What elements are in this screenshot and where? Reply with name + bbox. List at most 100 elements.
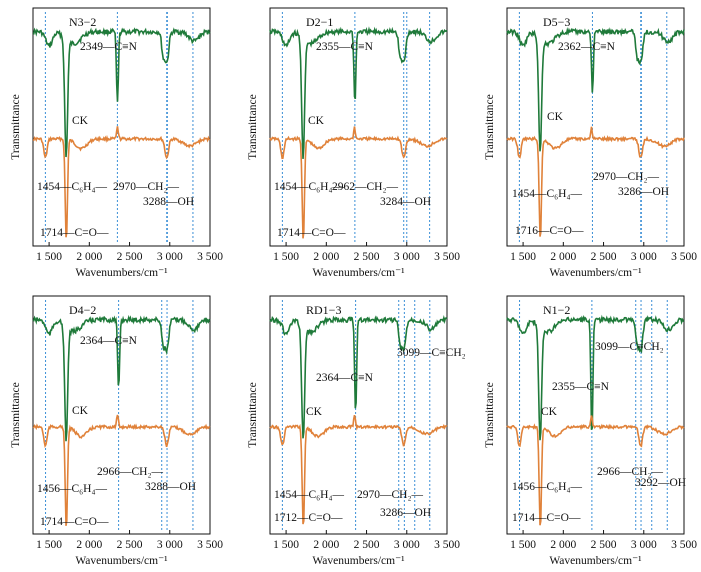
x-tick-label: 1 500 — [36, 251, 62, 263]
x-axis-label: Wavenumbers/cm⁻¹ — [75, 267, 168, 279]
x-tick-label: 3 500 — [434, 539, 460, 551]
plot-frame — [506, 295, 685, 535]
x-tick-label: 3 500 — [671, 539, 697, 551]
peak-label: CK — [547, 111, 564, 123]
peak-label: CK — [72, 115, 89, 127]
peak-label: 1712—C=O— — [274, 512, 343, 524]
x-tick-label: 2 000 — [313, 251, 339, 263]
peak-label: 1456—C₆H₄— — [37, 483, 107, 495]
peak-label: CK — [541, 406, 558, 418]
peak-label: 3099—C≡CH₂ — [397, 347, 466, 359]
x-tick-label: 3 000 — [394, 539, 420, 551]
x-axis-label: Wavenumbers/cm⁻¹ — [312, 555, 405, 567]
x-axis-label: Wavenumbers/cm⁻¹ — [75, 555, 168, 567]
x-tick-label: 3 500 — [197, 251, 223, 263]
peak-label: 1714—C=O— — [277, 227, 346, 239]
series-line-ck — [269, 415, 448, 525]
peak-label: 3286—OH — [618, 186, 669, 198]
x-tick-label: 2 000 — [550, 251, 576, 263]
peak-label: 2970—CH₂— — [593, 171, 659, 183]
peak-label: 2362—C≡N — [558, 41, 616, 53]
x-tick-label: 2 000 — [313, 539, 339, 551]
x-tick-label: 2 500 — [591, 539, 617, 551]
panel-title: RD1−3 — [306, 303, 341, 317]
peak-label: 3292—OH — [635, 477, 686, 489]
y-axis-label: Transmittance — [10, 382, 22, 447]
chart-panel: 1 500 2 000 2 500 3 000 3 500 Wavenumbers/cm⁻… — [247, 7, 460, 279]
x-tick-label: 3 000 — [157, 539, 183, 551]
x-tick-label: 1 500 — [273, 251, 299, 263]
series-line-ck — [269, 126, 448, 239]
x-tick-label: 2 500 — [354, 251, 380, 263]
x-tick-label: 3 500 — [434, 251, 460, 263]
x-tick-label: 3 000 — [631, 539, 657, 551]
series-line-sample — [269, 26, 448, 159]
plot-frame — [506, 7, 685, 247]
x-tick-label: 2 000 — [76, 251, 102, 263]
peak-label: 1454—C₆H₄— — [274, 489, 344, 501]
peak-label: 1454—C₆H₄— — [274, 181, 344, 193]
peak-label: 2962—CH₂— — [332, 181, 398, 193]
series-line-sample — [506, 27, 685, 152]
x-axis-label: Wavenumbers/cm⁻¹ — [312, 267, 405, 279]
y-axis-label: Transmittance — [247, 382, 259, 447]
peak-label: 2355—C≡N — [552, 381, 610, 393]
peak-label: CK — [306, 406, 323, 418]
peak-label: 3286—OH — [380, 507, 431, 519]
chart-panel: 1 500 2 000 2 500 3 000 3 500 Wavenumbers/cm⁻… — [10, 295, 223, 567]
y-axis-label: Transmittance — [484, 382, 496, 447]
x-tick-label: 3 000 — [631, 251, 657, 263]
chart-panel: 1 500 2 000 2 500 3 000 3 500 Wavenumbers/cm⁻… — [10, 7, 223, 279]
x-tick-label: 3 500 — [671, 251, 697, 263]
peak-label: 1714—C=O— — [40, 516, 109, 528]
x-tick-label: 2 500 — [591, 251, 617, 263]
y-axis-label: Transmittance — [484, 94, 496, 159]
peak-label: 3099—C≡CH₂ — [595, 341, 664, 353]
peak-label: 1716—C=O— — [515, 225, 584, 237]
series-line-ck — [32, 126, 211, 238]
peak-label: 2970—CH₂— — [357, 489, 423, 501]
series-line-ck — [506, 126, 685, 237]
peak-label: 3284—OH — [380, 196, 431, 208]
chart-panel: 1 500 2 000 2 500 3 000 3 500 Wavenumbers/cm⁻… — [484, 7, 697, 279]
panel-title: D4−2 — [69, 303, 96, 317]
panel-title: N1−2 — [543, 303, 570, 317]
peak-label: 2364—C≡N — [80, 335, 138, 347]
x-axis-label: Wavenumbers/cm⁻¹ — [549, 555, 642, 567]
chart-panel: 1 500 2 000 2 500 3 000 3 500 Wavenumbers/cm⁻… — [247, 295, 466, 567]
plot-frame — [269, 7, 448, 247]
chart-panel: 1 500 2 000 2 500 3 000 3 500 Wavenumbers/cm⁻… — [484, 295, 697, 567]
plot-frame — [269, 295, 448, 535]
x-tick-label: 2 500 — [117, 251, 143, 263]
x-tick-label: 1 500 — [36, 539, 62, 551]
panel-title: N3−2 — [69, 15, 96, 29]
plot-frame — [32, 295, 211, 535]
peak-label: CK — [308, 115, 325, 127]
series-line-ck — [506, 415, 685, 526]
peak-label: 2966—CH₂— — [597, 466, 663, 478]
peak-label: 2349—C≡N — [80, 41, 138, 53]
x-tick-label: 1 500 — [510, 539, 536, 551]
x-tick-label: 2 000 — [550, 539, 576, 551]
y-axis-label: Transmittance — [10, 94, 22, 159]
x-axis-label: Wavenumbers/cm⁻¹ — [549, 267, 642, 279]
peak-label: 2966—CH₂— — [97, 466, 163, 478]
x-tick-label: 1 500 — [273, 539, 299, 551]
series-line-sample — [32, 314, 211, 442]
peak-label: 1454—C₆H₄— — [512, 188, 582, 200]
panel-title: D2−1 — [306, 15, 333, 29]
peak-label: 1454—C₆H₄— — [37, 181, 107, 193]
series-line-ck — [32, 414, 211, 526]
series-line-sample — [506, 314, 685, 441]
plot-frame — [32, 7, 211, 247]
x-tick-label: 3 000 — [394, 251, 420, 263]
x-tick-label: 2 500 — [354, 539, 380, 551]
peak-label: 3288—OH — [143, 196, 194, 208]
peak-label: CK — [72, 405, 89, 417]
x-tick-label: 3 500 — [197, 539, 223, 551]
peak-label: 2364—C≡N — [316, 372, 374, 384]
peak-label: 2355—C≡N — [316, 41, 374, 53]
y-axis-label: Transmittance — [247, 94, 259, 159]
series-line-sample — [32, 27, 211, 158]
